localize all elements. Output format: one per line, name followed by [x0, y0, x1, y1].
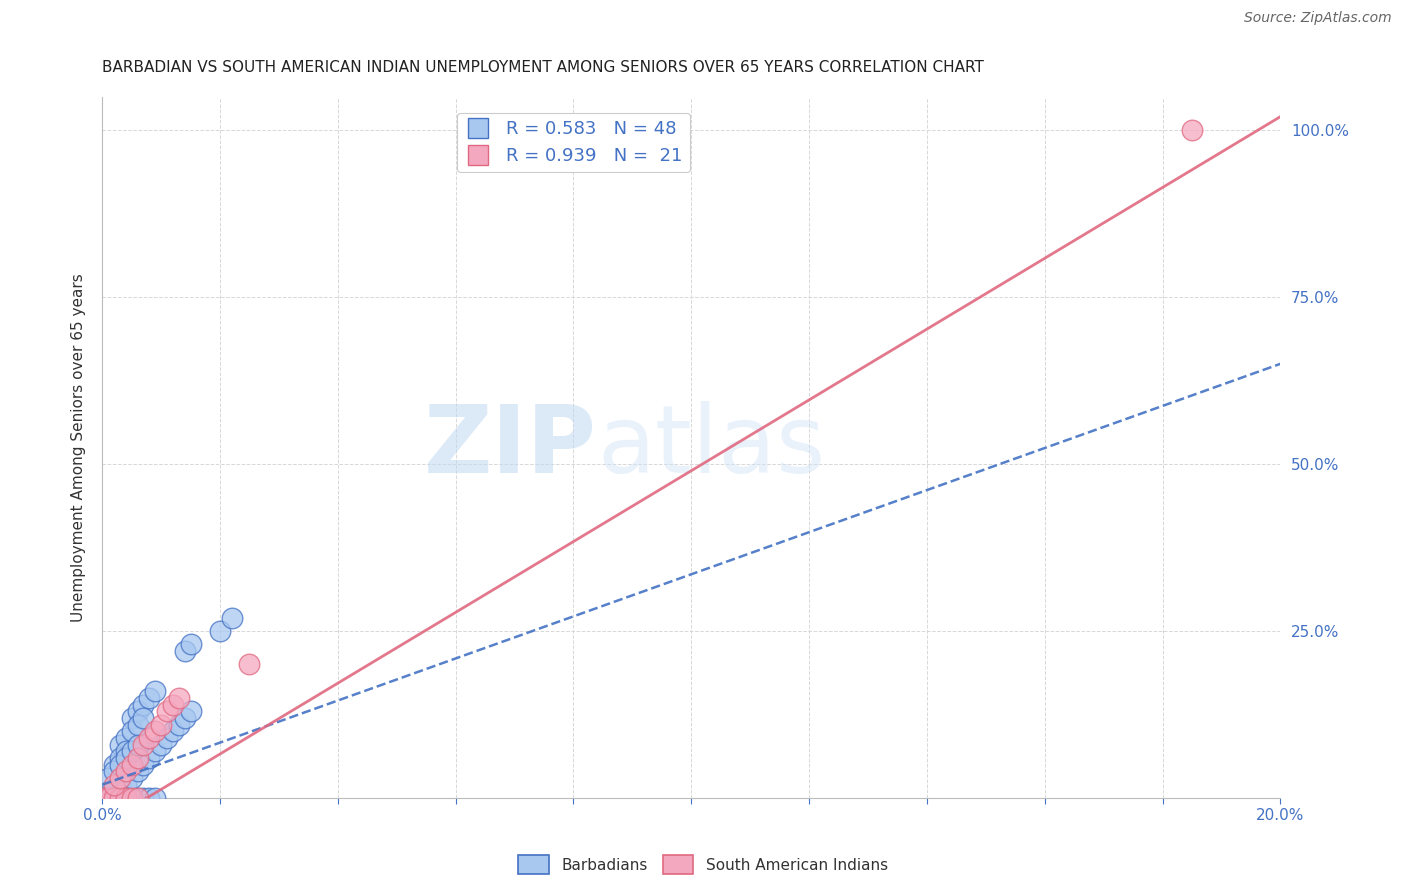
Point [114, 744, 136, 758]
Point [127, 764, 149, 779]
Point [108, 757, 131, 772]
Point [108, 791, 131, 805]
Legend: R = 0.583   N = 48, R = 0.939   N =  21: R = 0.583 N = 48, R = 0.939 N = 21 [457, 112, 690, 172]
Point [127, 738, 149, 752]
Point [180, 637, 202, 651]
Point [208, 624, 231, 638]
Point [162, 724, 184, 739]
Point [103, 791, 125, 805]
Point [150, 738, 173, 752]
Y-axis label: Unemployment Among Seniors over 65 years: Unemployment Among Seniors over 65 years [72, 273, 86, 622]
Point [121, 791, 143, 805]
Point [103, 784, 125, 798]
Point [221, 610, 243, 624]
Text: Source: ZipAtlas.com: Source: ZipAtlas.com [1244, 11, 1392, 25]
Point [180, 704, 202, 718]
Point [143, 684, 166, 698]
Point [114, 731, 136, 745]
Point [108, 778, 131, 792]
Point [138, 791, 160, 805]
Point [127, 704, 149, 718]
Point [138, 751, 160, 765]
Point [121, 744, 143, 758]
Text: ZIP: ZIP [425, 401, 598, 493]
Point [138, 731, 160, 745]
Point [167, 690, 190, 705]
Point [156, 731, 179, 745]
Point [167, 717, 190, 731]
Point [127, 791, 149, 805]
Point [114, 791, 136, 805]
Point [132, 791, 155, 805]
Point [97, 791, 120, 805]
Point [127, 751, 149, 765]
Point [121, 757, 143, 772]
Point [132, 711, 155, 725]
Text: atlas: atlas [598, 401, 825, 493]
Point [108, 738, 131, 752]
Point [91, 791, 114, 805]
Point [114, 764, 136, 779]
Point [143, 744, 166, 758]
Point [173, 644, 195, 658]
Point [114, 751, 136, 765]
Point [173, 711, 195, 725]
Point [156, 704, 179, 718]
Point [143, 724, 166, 739]
Point [114, 791, 136, 805]
Point [238, 657, 260, 672]
Point [108, 771, 131, 785]
Point [108, 791, 131, 805]
Point [127, 717, 149, 731]
Point [114, 778, 136, 792]
Point [143, 791, 166, 805]
Point [103, 778, 125, 792]
Point [127, 791, 149, 805]
Point [162, 698, 184, 712]
Point [150, 717, 173, 731]
Legend: Barbadians, South American Indians: Barbadians, South American Indians [512, 849, 894, 880]
Point [132, 738, 155, 752]
Point [103, 791, 125, 805]
Point [97, 771, 120, 785]
Point [91, 791, 114, 805]
Point [121, 711, 143, 725]
Point [103, 764, 125, 779]
Point [97, 791, 120, 805]
Point [103, 757, 125, 772]
Point [121, 791, 143, 805]
Point [132, 757, 155, 772]
Point [97, 784, 120, 798]
Point [138, 690, 160, 705]
Text: BARBADIAN VS SOUTH AMERICAN INDIAN UNEMPLOYMENT AMONG SENIORS OVER 65 YEARS CORR: BARBADIAN VS SOUTH AMERICAN INDIAN UNEMP… [103, 60, 984, 75]
Point [121, 771, 143, 785]
Point [108, 751, 131, 765]
Point [121, 724, 143, 739]
Point [132, 698, 155, 712]
Point [1181, 123, 1204, 137]
